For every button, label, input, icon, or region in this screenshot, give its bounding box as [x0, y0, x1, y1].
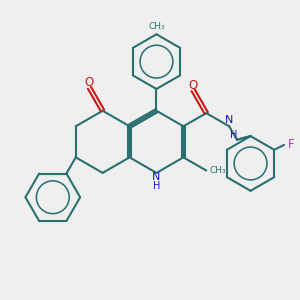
Text: N: N — [152, 172, 161, 182]
Text: CH₃: CH₃ — [148, 22, 165, 32]
Text: H: H — [153, 181, 160, 191]
Text: N: N — [225, 115, 233, 125]
Text: CH₃: CH₃ — [209, 166, 226, 175]
Text: O: O — [85, 76, 94, 89]
Text: H: H — [230, 130, 237, 140]
Text: F: F — [288, 138, 295, 152]
Text: O: O — [188, 79, 198, 92]
